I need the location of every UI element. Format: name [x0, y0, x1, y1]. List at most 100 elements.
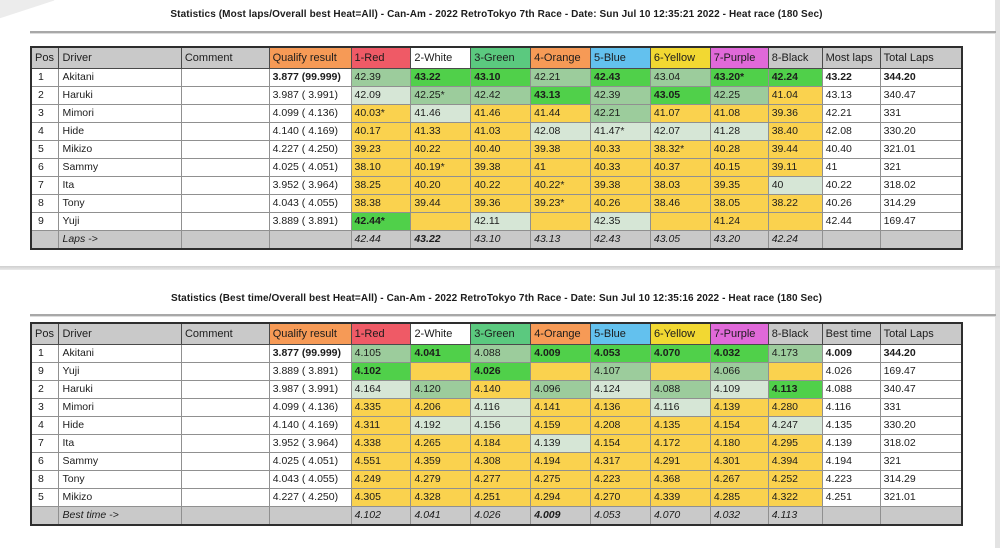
driver-row-akitani: 1 Akitani 3.877 (99.999) 4.105 4.041 4.088 4.0…: [30, 344, 963, 363]
comment-cell: [180, 176, 270, 195]
heat-cell-5-blue: 41.47*: [590, 122, 651, 141]
heat-cell-5-blue: 4.136: [590, 398, 651, 417]
total-laps-cell: 169.47: [879, 212, 963, 231]
heat-cell-4-orange: 4.294: [530, 488, 592, 507]
total-laps-cell: 344.20: [879, 68, 963, 87]
total-laps-cell: 331: [879, 398, 963, 417]
col-header-driver: Driver: [58, 46, 182, 69]
footer-value-1-red: 42.44: [350, 230, 412, 250]
best-time-cell: 4.009: [821, 344, 881, 363]
heat-cell-4-orange: [530, 212, 592, 231]
most-laps-table: Pos Driver Comment Qualify result 1-Red 2-Whi…: [30, 46, 963, 250]
pos-cell: 1: [30, 344, 60, 363]
heat-cell-1-red: 42.09: [350, 86, 412, 105]
driver-row-hide: 4 Hide 4.140 ( 4.169) 4.311 4.192 4.156 4.159 4…: [30, 416, 963, 435]
col-header-1-red: 1-Red: [350, 322, 412, 345]
driver-cell: Mikizo: [58, 488, 182, 507]
total-laps-cell: 321: [879, 158, 963, 177]
heat-cell-4-orange: [530, 362, 592, 381]
pos-cell: 6: [30, 452, 60, 471]
heat-cell-1-red: 4.311: [350, 416, 412, 435]
best-time-cell: 4.116: [821, 398, 881, 417]
comment-cell: [180, 398, 270, 417]
most-laps-cell: 40.40: [821, 140, 881, 159]
heat-cell-8-black: [767, 362, 823, 381]
heat-cell-6-yellow: 4.070: [649, 344, 711, 363]
footer-qualify-cell: [268, 230, 352, 250]
footer-value-3-green: 43.10: [470, 230, 532, 250]
best-time-cell: 4.251: [821, 488, 881, 507]
heat-cell-8-black: 42.24: [767, 68, 823, 87]
col-header-qualify: Qualify result: [268, 46, 352, 69]
comment-cell: [180, 194, 270, 213]
col-header-6-yellow: 6-Yellow: [649, 46, 711, 69]
qualify-cell: 3.889 ( 3.891): [268, 362, 352, 381]
heat-cell-6-yellow: 4.172: [649, 434, 711, 453]
col-header-7-purple: 7-Purple: [709, 322, 769, 345]
driver-cell: Yuji: [58, 362, 182, 381]
heat-cell-8-black: 4.280: [767, 398, 823, 417]
total-laps-cell: 169.47: [879, 362, 963, 381]
col-header-4-orange: 4-Orange: [530, 46, 592, 69]
heat-cell-6-yellow: 43.05: [649, 86, 711, 105]
heat-cell-5-blue: 42.21: [590, 104, 651, 123]
heat-cell-4-orange: 4.159: [530, 416, 592, 435]
driver-row-yuji: 9 Yuji 3.889 ( 3.891) 42.44* 42.11 42.35 41.24…: [30, 212, 963, 231]
total-laps-cell: 340.47: [879, 380, 963, 399]
footer-value-4-orange: 43.13: [530, 230, 592, 250]
heat-cell-2-white: 4.041: [410, 344, 472, 363]
driver-row-mimori: 3 Mimori 4.099 ( 4.136) 40.03* 41.46 41.46 41.…: [30, 104, 963, 123]
footer-label: Best time ->: [58, 506, 182, 526]
qualify-cell: 3.987 ( 3.991): [268, 380, 352, 399]
heat-cell-8-black: 4.173: [767, 344, 823, 363]
driver-row-yuji: 9 Yuji 3.889 ( 3.891) 4.102 4.026 4.107 4.066 4…: [30, 362, 963, 381]
total-laps-cell: 321.01: [879, 488, 963, 507]
heat-cell-3-green: 4.088: [470, 344, 532, 363]
heat-cell-8-black: 4.252: [767, 470, 823, 489]
qualify-cell: 4.025 ( 4.051): [268, 452, 352, 471]
footer-value-5-blue: 42.43: [590, 230, 651, 250]
heat-cell-6-yellow: 40.37: [649, 158, 711, 177]
heat-cell-7-purple: 4.267: [709, 470, 769, 489]
heat-cell-5-blue: 42.35: [590, 212, 651, 231]
heat-cell-3-green: 41.46: [470, 104, 532, 123]
heat-cell-2-white: 4.328: [410, 488, 472, 507]
total-laps-cell: 314.29: [879, 194, 963, 213]
pos-cell: 4: [30, 416, 60, 435]
driver-cell: Ita: [58, 176, 182, 195]
qualify-cell: 3.877 (99.999): [268, 344, 352, 363]
pos-cell: 7: [30, 434, 60, 453]
heat-cell-6-yellow: 4.291: [649, 452, 711, 471]
heat-cell-5-blue: 40.33: [590, 140, 651, 159]
footer-value-8-black: 42.24: [767, 230, 823, 250]
driver-row-ita: 7 Ita 3.952 ( 3.964) 38.25 40.20 40.22 40.22* 3…: [30, 176, 963, 195]
heat-cell-5-blue: 4.223: [590, 470, 651, 489]
col-header-pos: Pos: [30, 322, 60, 345]
footer-value-1-red: 4.102: [350, 506, 412, 526]
heat-cell-5-blue: 4.124: [590, 380, 651, 399]
heat-cell-4-orange: 40.22*: [530, 176, 592, 195]
col-header-2-white: 2-White: [410, 322, 472, 345]
col-header-2-white: 2-White: [410, 46, 472, 69]
pos-cell: 2: [30, 86, 60, 105]
comment-cell: [180, 362, 270, 381]
heat-cell-8-black: 40: [767, 176, 823, 195]
col-header-7-purple: 7-Purple: [709, 46, 769, 69]
comment-cell: [180, 158, 270, 177]
pos-cell: 5: [30, 488, 60, 507]
heat-cell-1-red: 38.10: [350, 158, 412, 177]
comment-cell: [180, 122, 270, 141]
comment-cell: [180, 416, 270, 435]
qualify-cell: 4.227 ( 4.250): [268, 140, 352, 159]
driver-row-ita: 7 Ita 3.952 ( 3.964) 4.338 4.265 4.184 4.139 4.…: [30, 434, 963, 453]
col-header-8-black: 8-Black: [767, 46, 823, 69]
footer-comment-cell: [180, 230, 270, 250]
heat-cell-1-red: 42.44*: [350, 212, 412, 231]
driver-cell: Akitani: [58, 344, 182, 363]
heat-cell-7-purple: 4.154: [709, 416, 769, 435]
comment-cell: [180, 212, 270, 231]
heat-cell-7-purple: 41.08: [709, 104, 769, 123]
comment-cell: [180, 140, 270, 159]
driver-cell: Hide: [58, 416, 182, 435]
heat-cell-3-green: 4.251: [470, 488, 532, 507]
